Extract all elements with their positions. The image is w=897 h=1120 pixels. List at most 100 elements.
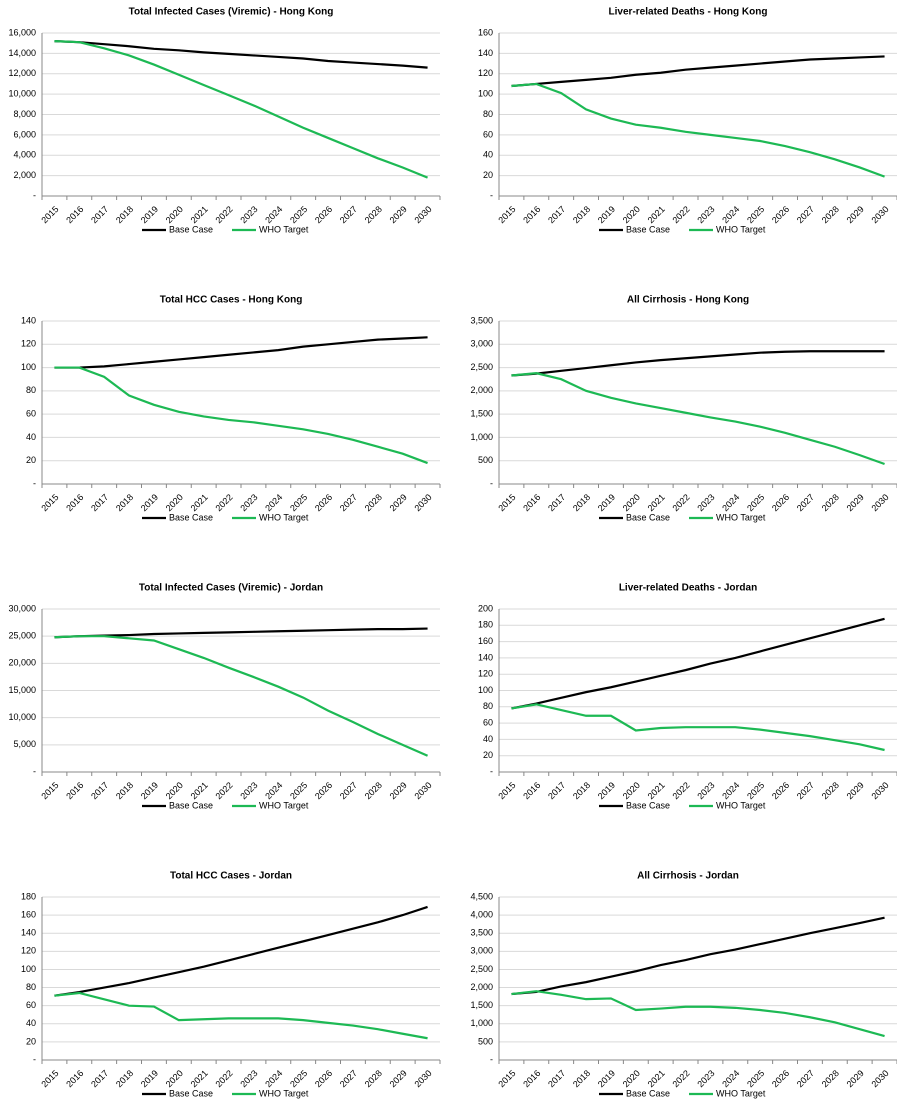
x-tick-label: 2028: [820, 204, 841, 225]
series-line: [54, 991, 428, 1040]
x-tick-label: 2020: [164, 1068, 185, 1089]
chart-title: All Cirrhosis - Hong Kong: [627, 295, 749, 306]
x-tick-label: 2026: [770, 492, 791, 513]
x-tick-label: 2023: [238, 492, 259, 513]
y-tick-label: 160: [21, 909, 36, 919]
x-tick-label: 2018: [114, 492, 135, 513]
x-tick-label: 2016: [64, 780, 85, 801]
x-tick-label: 2021: [646, 780, 667, 801]
x-tick-label: 2015: [496, 204, 517, 225]
x-tick-label: 2027: [795, 780, 816, 801]
x-tick-label: 2018: [114, 204, 135, 225]
y-tick-label: 120: [21, 339, 36, 349]
x-tick-label: 2024: [263, 780, 284, 801]
x-tick-label: 2015: [496, 492, 517, 513]
x-tick-label: 2016: [64, 492, 85, 513]
y-tick-label: 2,000: [470, 385, 493, 395]
x-tick-label: 2015: [496, 1068, 517, 1089]
y-tick-label: 30,000: [8, 603, 36, 613]
x-tick-label: 2017: [89, 1068, 110, 1089]
y-tick-label: 100: [21, 362, 36, 372]
legend-label: WHO Target: [259, 224, 309, 234]
y-tick-label: -: [490, 478, 493, 488]
y-tick-label: 2,500: [470, 964, 493, 974]
x-tick-label: 2026: [770, 780, 791, 801]
x-tick-label: 2030: [412, 780, 433, 801]
x-tick-label: 2028: [363, 204, 384, 225]
x-tick-label: 2030: [869, 204, 890, 225]
x-tick-label: 2020: [164, 492, 185, 513]
x-tick-label: 2021: [189, 780, 210, 801]
y-tick-label: 60: [483, 129, 493, 139]
y-tick-label: 3,500: [470, 928, 493, 938]
x-tick-label: 2016: [521, 1068, 542, 1089]
y-tick-label: -: [33, 1054, 36, 1064]
series-line: [511, 372, 885, 466]
x-tick-label: 2026: [313, 204, 334, 225]
x-tick-label: 2015: [39, 780, 60, 801]
y-tick-label: 2,000: [13, 170, 36, 180]
x-tick-label: 2024: [263, 492, 284, 513]
y-tick-label: 200: [478, 603, 493, 613]
legend-label: WHO Target: [716, 224, 766, 234]
x-tick-label: 2026: [770, 204, 791, 225]
x-tick-label: 2019: [596, 780, 617, 801]
y-tick-label: 12,000: [8, 68, 36, 78]
chart-title: Total HCC Cases - Jordan: [170, 871, 292, 882]
series-line: [511, 916, 885, 996]
y-tick-label: 100: [21, 964, 36, 974]
x-tick-label: 2028: [820, 1068, 841, 1089]
y-tick-label: 80: [483, 701, 493, 711]
x-tick-label: 2023: [238, 1068, 259, 1089]
x-tick-label: 2020: [621, 492, 642, 513]
y-tick-label: 40: [483, 734, 493, 744]
x-tick-label: 2029: [845, 492, 866, 513]
x-tick-label: 2022: [670, 1068, 691, 1089]
y-tick-label: 140: [478, 652, 493, 662]
y-tick-label: 180: [21, 891, 36, 901]
x-tick-label: 2016: [521, 492, 542, 513]
x-tick-label: 2016: [521, 780, 542, 801]
series-line: [54, 336, 428, 369]
series-line: [54, 40, 428, 69]
y-tick-label: 20,000: [8, 658, 36, 668]
chart-title: All Cirrhosis - Jordan: [637, 871, 739, 882]
x-tick-label: 2022: [670, 204, 691, 225]
x-tick-label: 2017: [89, 492, 110, 513]
x-tick-label: 2030: [412, 1068, 433, 1089]
x-tick-label: 2021: [646, 492, 667, 513]
y-tick-label: 160: [478, 636, 493, 646]
x-tick-label: 2018: [571, 204, 592, 225]
x-tick-label: 2027: [338, 204, 359, 225]
x-tick-label: 2027: [795, 204, 816, 225]
y-tick-label: 16,000: [8, 27, 36, 37]
x-tick-label: 2029: [388, 492, 409, 513]
x-tick-label: 2018: [571, 1068, 592, 1089]
x-tick-label: 2016: [64, 204, 85, 225]
x-tick-label: 2030: [412, 492, 433, 513]
x-tick-label: 2025: [745, 1068, 766, 1089]
y-tick-label: 20: [26, 455, 36, 465]
legend-label: WHO Target: [716, 512, 766, 522]
y-tick-label: -: [490, 190, 493, 200]
x-tick-label: 2026: [313, 1068, 334, 1089]
x-tick-label: 2027: [795, 492, 816, 513]
x-tick-label: 2022: [213, 204, 234, 225]
x-tick-label: 2025: [288, 1068, 309, 1089]
x-tick-label: 2025: [745, 780, 766, 801]
y-tick-label: 20: [26, 1036, 36, 1046]
x-tick-label: 2019: [139, 1068, 160, 1089]
y-tick-label: 3,000: [470, 339, 493, 349]
x-tick-label: 2020: [621, 780, 642, 801]
x-tick-label: 2021: [646, 204, 667, 225]
y-tick-label: 120: [21, 946, 36, 956]
x-tick-label: 2023: [695, 1068, 716, 1089]
x-tick-label: 2023: [695, 204, 716, 225]
y-tick-label: 100: [478, 89, 493, 99]
x-tick-label: 2015: [39, 204, 60, 225]
x-tick-label: 2024: [720, 492, 741, 513]
x-tick-label: 2029: [845, 780, 866, 801]
x-tick-label: 2024: [263, 204, 284, 225]
x-tick-label: 2027: [795, 1068, 816, 1089]
legend-label: WHO Target: [259, 1088, 309, 1098]
